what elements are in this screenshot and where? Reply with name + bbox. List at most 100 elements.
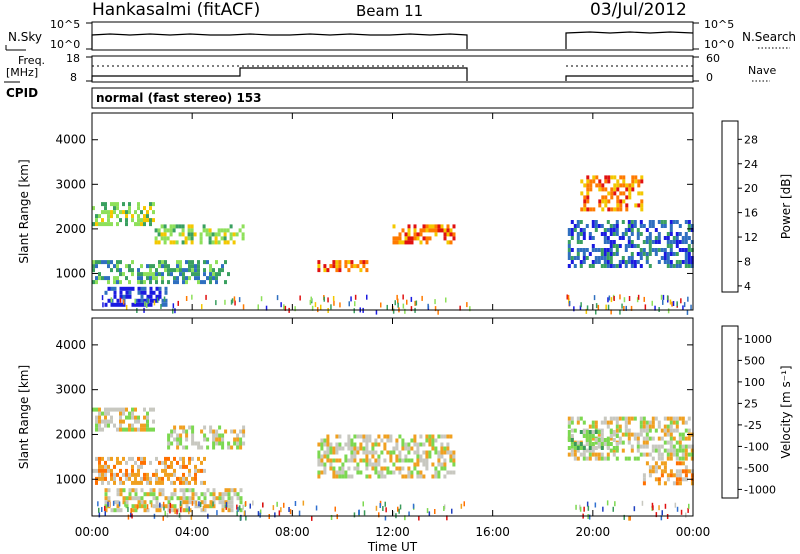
power-cell [188, 260, 191, 265]
velocity-cell [407, 458, 411, 463]
power-cell [116, 268, 119, 273]
velocity-cell [206, 488, 210, 493]
velocity-cell [651, 444, 655, 449]
power-cell [173, 276, 176, 281]
velocity-cell [335, 474, 339, 479]
velocity-speck [274, 512, 276, 518]
velocity-cell [440, 442, 444, 447]
power-speck [469, 306, 471, 312]
velocity-cell [636, 440, 640, 445]
velocity-cell [170, 480, 173, 485]
velocity-cell [146, 508, 150, 513]
velocity-cell [134, 508, 138, 513]
power-speck [185, 296, 188, 301]
power-speck [242, 304, 245, 310]
velocity-cell [233, 488, 237, 493]
velocity-cell [690, 452, 694, 457]
velocity-speck [434, 509, 436, 514]
power-cell [452, 232, 456, 237]
power-cell [631, 187, 635, 192]
velocity-cell [146, 427, 149, 432]
power-cell [616, 195, 620, 200]
power-cell [604, 175, 608, 180]
power-cell [446, 228, 450, 233]
velocity-speck [587, 505, 590, 511]
power-cell [98, 222, 101, 227]
velocity-cell [675, 452, 679, 457]
velocity-cell [675, 448, 679, 453]
velocity-cell [600, 438, 604, 442]
power-cell [648, 240, 652, 244]
power-cell [149, 298, 153, 303]
velocity-cell [113, 476, 116, 481]
velocity-cell [597, 452, 601, 457]
velocity-cell [362, 450, 366, 455]
power-cell [160, 232, 164, 237]
power-cell [122, 286, 126, 291]
velocity-cell [215, 496, 219, 501]
velocity-cell [152, 419, 155, 424]
power-speck [683, 302, 686, 308]
power-speck [283, 304, 285, 310]
velocity-cell [395, 466, 399, 471]
velocity-cell [615, 420, 619, 425]
power-cell [208, 228, 212, 233]
velocity-cell [654, 444, 658, 449]
velocity-cell [200, 468, 203, 473]
velocity-cell [666, 473, 670, 478]
power-cell [169, 224, 173, 229]
power-speck [567, 294, 570, 300]
velocity-cell [344, 470, 348, 475]
power-cell [170, 272, 173, 277]
power-speck [671, 301, 673, 307]
velocity-cell [392, 450, 396, 455]
velocity-ytick-label: 2000 [55, 427, 86, 441]
power-cell [604, 187, 608, 192]
velocity-cell [600, 446, 604, 450]
velocity-cell [194, 476, 197, 481]
velocity-speck [302, 500, 305, 506]
velocity-cell [218, 437, 222, 442]
power-cell [143, 280, 146, 285]
power-cell [609, 224, 613, 228]
power-cell [181, 224, 185, 229]
power-speck [619, 294, 621, 300]
power-speck [605, 304, 607, 310]
velocity-cell [410, 446, 414, 451]
velocity-cell [389, 450, 393, 455]
velocity-speck [651, 505, 653, 511]
velocity-cell [645, 461, 649, 466]
power-cell [603, 256, 607, 260]
power-cell [107, 276, 110, 281]
velocity-cell [690, 473, 694, 478]
velocity-cell [155, 476, 158, 481]
power-cell [666, 244, 670, 248]
velocity-echo-region [567, 430, 619, 450]
velocity-cell [419, 434, 423, 439]
power-cell [344, 260, 348, 265]
power-cell [161, 302, 165, 307]
velocity-cell [425, 458, 429, 463]
power-cell [149, 264, 152, 269]
velocity-speck [243, 510, 246, 516]
velocity-cell [648, 436, 652, 441]
velocity-cell [164, 468, 167, 473]
velocity-cell [443, 466, 447, 471]
power-cell [140, 210, 143, 215]
power-speck [397, 298, 399, 304]
velocity-cell [146, 423, 149, 428]
power-cell [660, 248, 664, 252]
velocity-cell [125, 472, 128, 477]
power-cell [190, 232, 194, 237]
velocity-cell [672, 473, 676, 478]
power-speck [201, 304, 203, 310]
velocity-cell [407, 442, 411, 447]
velocity-cell [146, 411, 149, 416]
velocity-cell [218, 425, 222, 430]
power-speck [628, 296, 631, 301]
power-cell [166, 228, 170, 233]
velocity-speck [652, 505, 654, 511]
power-cell [167, 268, 170, 273]
velocity-cell [368, 474, 372, 479]
power-cell [666, 260, 670, 264]
